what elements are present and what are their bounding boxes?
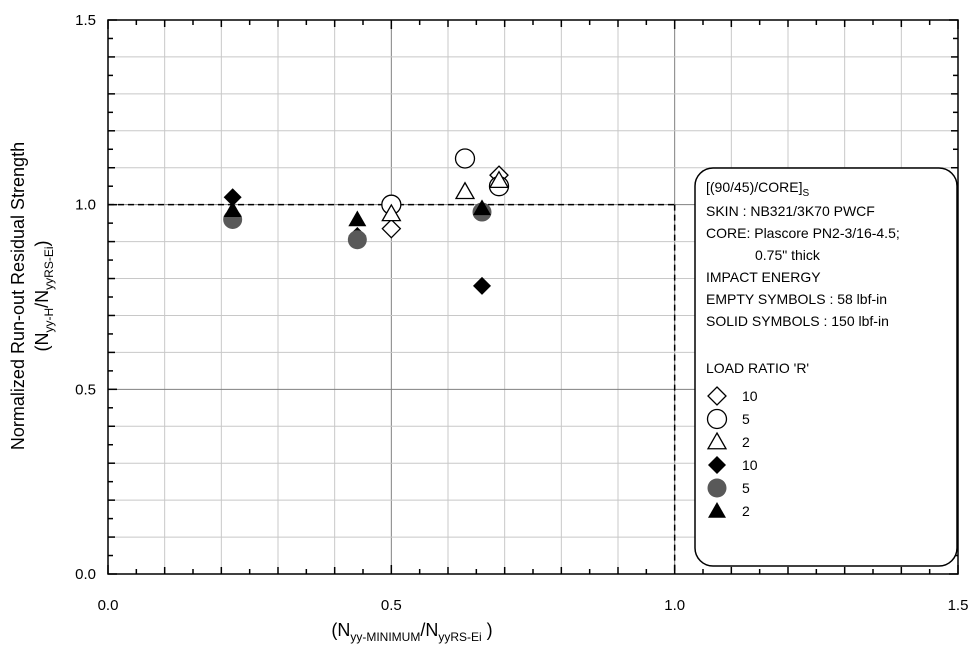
legend-entry-label: 5 bbox=[742, 411, 750, 427]
legend-entry-label: 5 bbox=[742, 480, 750, 496]
axis-ticks bbox=[107, 19, 959, 575]
empty-circle-point bbox=[454, 148, 476, 169]
solid-triangle-point bbox=[473, 199, 491, 216]
solid-triangle-point bbox=[348, 210, 367, 227]
solid-diamond-point bbox=[473, 276, 491, 295]
legend-header: [(90/45)/CORE]S bbox=[706, 179, 809, 199]
legend-solid-symbols: SOLID SYMBOLS : 150 lbf-in bbox=[706, 313, 889, 329]
y-tick-label: 0.0 bbox=[75, 566, 96, 583]
y-tick-labels: 0.0 0.5 1.0 1.5 bbox=[75, 12, 96, 583]
y-tick-label: 0.5 bbox=[75, 381, 96, 398]
empty-triangle-point bbox=[454, 181, 476, 200]
legend-empty-diamond-icon bbox=[707, 386, 727, 406]
x-tick-label: 0.0 bbox=[98, 597, 119, 614]
solid-triangle-point bbox=[223, 201, 242, 217]
y-axis-title: Normalized Run-out Residual Strength (Ny… bbox=[8, 142, 56, 450]
legend-solid-triangle-icon bbox=[708, 502, 726, 518]
legend-entry-label: 10 bbox=[742, 457, 758, 473]
x-tick-label: 0.5 bbox=[381, 597, 402, 614]
y-axis-title-line1: Normalized Run-out Residual Strength bbox=[8, 142, 28, 450]
legend-box bbox=[694, 167, 958, 567]
legend-core: CORE: Plascore PN2-3/16-4.5; bbox=[706, 225, 900, 241]
legend-entry-label: 10 bbox=[742, 388, 758, 404]
y-tick-label: 1.5 bbox=[75, 12, 96, 29]
legend-solid-circle-icon bbox=[707, 478, 727, 498]
x-tick-labels: 0.0 0.5 1.0 1.5 bbox=[98, 597, 969, 614]
legend-entries: 10 5 2 10 5 2 bbox=[706, 386, 758, 519]
y-tick-label: 1.0 bbox=[75, 197, 96, 214]
y-axis-title-line2: (Nyy-H/NyyRS-Ei) bbox=[32, 240, 56, 351]
empty-diamond-point bbox=[381, 218, 402, 239]
x-tick-label: 1.5 bbox=[948, 597, 969, 614]
solid-diamond-point bbox=[223, 188, 242, 207]
legend-entry-label: 2 bbox=[742, 503, 750, 519]
legend: [(90/45)/CORE]S SKIN : NB321/3K70 PWCF C… bbox=[694, 167, 958, 567]
x-tick-label: 1.0 bbox=[664, 597, 685, 614]
legend-skin: SKIN : NB321/3K70 PWCF bbox=[706, 203, 875, 219]
solid-circle-point bbox=[347, 230, 367, 250]
legend-load-ratio-title: LOAD RATIO 'R' bbox=[706, 360, 809, 376]
data-points bbox=[223, 148, 510, 295]
legend-solid-diamond-icon bbox=[708, 456, 726, 474]
legend-empty-symbols: EMPTY SYMBOLS : 58 lbf-in bbox=[706, 291, 887, 307]
legend-thickness: 0.75" thick bbox=[755, 247, 821, 263]
empty-triangle-point bbox=[488, 170, 510, 189]
legend-empty-triangle-icon bbox=[706, 431, 728, 450]
empty-triangle-point bbox=[381, 203, 402, 222]
legend-empty-circle-icon bbox=[706, 408, 728, 430]
x-axis-title: (Nyy-MINIMUM/NyyRS-Ei ) bbox=[331, 620, 492, 644]
legend-entry-label: 2 bbox=[742, 434, 750, 450]
legend-impact-energy: IMPACT ENERGY bbox=[706, 269, 821, 285]
